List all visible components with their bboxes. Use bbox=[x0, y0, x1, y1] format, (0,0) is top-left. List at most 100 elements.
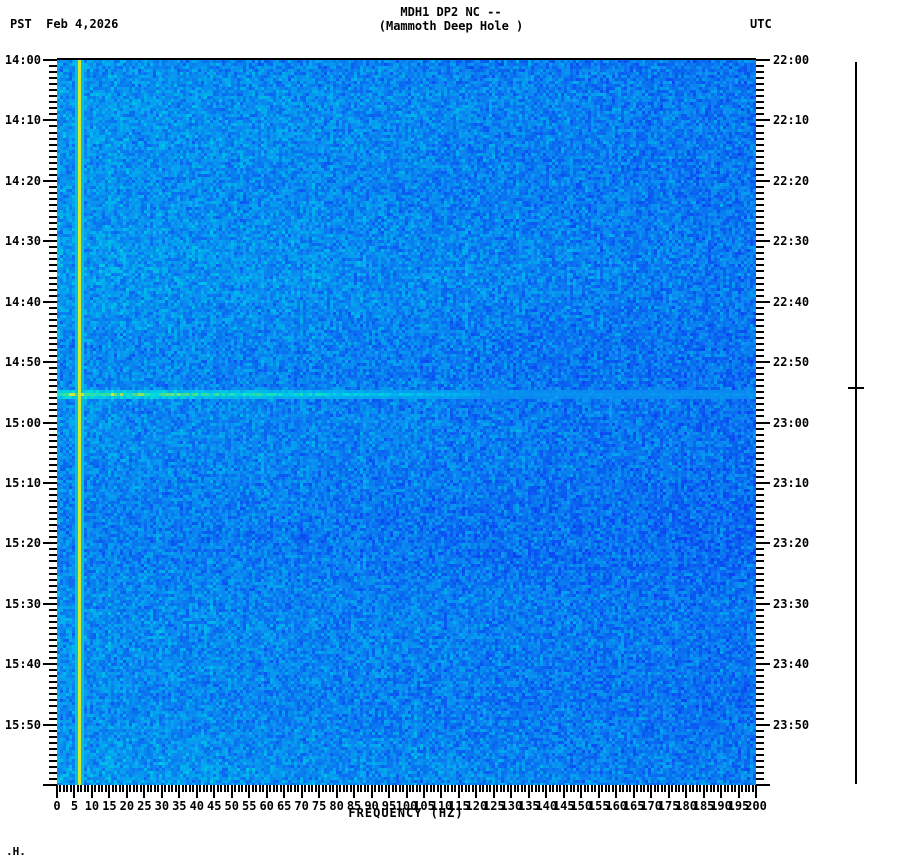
freq-tick-minor bbox=[639, 785, 642, 792]
time-tick-minor-left bbox=[49, 131, 57, 134]
freq-tick-minor bbox=[223, 785, 226, 792]
freq-tick-minor bbox=[62, 785, 65, 792]
freq-tick-minor bbox=[199, 785, 202, 792]
time-tick-minor-right bbox=[756, 675, 764, 678]
time-tick-minor-left bbox=[49, 433, 57, 436]
time-label-pst: 15:00 bbox=[4, 415, 41, 430]
time-tick-minor-right bbox=[756, 355, 764, 358]
freq-tick-major bbox=[702, 785, 705, 798]
freq-tick-minor bbox=[321, 785, 324, 792]
freq-tick-minor bbox=[104, 785, 107, 792]
time-tick-major-left bbox=[43, 784, 57, 786]
time-tick-minor-right bbox=[756, 391, 764, 394]
freq-tick-minor bbox=[433, 785, 436, 792]
freq-tick-minor bbox=[164, 785, 167, 792]
freq-tick-major bbox=[125, 785, 128, 798]
freq-tick-minor bbox=[342, 785, 345, 792]
time-tick-minor-left bbox=[49, 632, 57, 635]
time-label-pst: 14:20 bbox=[4, 173, 41, 188]
freq-tick-major bbox=[335, 785, 338, 798]
freq-tick-minor bbox=[541, 785, 544, 792]
amplitude-scale-tick bbox=[848, 387, 864, 389]
time-tick-minor-right bbox=[756, 518, 764, 521]
freq-tick-minor bbox=[713, 785, 716, 792]
time-tick-minor-right bbox=[756, 65, 764, 68]
time-tick-minor-right bbox=[756, 228, 764, 231]
time-tick-minor-left bbox=[49, 107, 57, 110]
spectrogram-image[interactable] bbox=[57, 60, 756, 785]
freq-label: 0 bbox=[53, 799, 61, 813]
freq-tick-minor bbox=[69, 785, 72, 792]
freq-tick-minor bbox=[258, 785, 261, 792]
freq-tick-minor bbox=[611, 785, 614, 792]
time-tick-major-left bbox=[43, 59, 57, 61]
freq-tick-major bbox=[353, 785, 356, 798]
time-tick-major-right bbox=[756, 361, 770, 364]
freq-tick-minor bbox=[76, 785, 79, 792]
freq-tick-minor bbox=[496, 785, 499, 792]
time-tick-minor-left bbox=[49, 729, 57, 732]
time-tick-major-right bbox=[756, 663, 770, 666]
freq-tick-minor bbox=[692, 785, 695, 792]
freq-tick-minor bbox=[464, 785, 467, 792]
time-tick-minor-left bbox=[49, 777, 57, 780]
freq-tick-major bbox=[178, 785, 181, 798]
time-tick-minor-right bbox=[756, 95, 764, 98]
freq-tick-minor bbox=[594, 785, 597, 792]
time-tick-minor-left bbox=[49, 355, 57, 358]
time-tick-minor-right bbox=[756, 427, 764, 430]
time-tick-minor-left bbox=[49, 530, 57, 533]
freq-tick-minor bbox=[157, 785, 160, 792]
time-tick-major-left bbox=[43, 240, 57, 243]
time-label-pst: 14:00 bbox=[4, 53, 41, 67]
freq-tick-minor bbox=[604, 785, 607, 792]
freq-tick-minor bbox=[524, 785, 527, 792]
time-tick-minor-right bbox=[756, 101, 764, 104]
time-tick-minor-right bbox=[756, 252, 764, 255]
freq-tick-minor bbox=[325, 785, 328, 792]
freq-tick-major bbox=[230, 785, 233, 798]
time-tick-minor-right bbox=[756, 143, 764, 146]
spectrogram-plot[interactable] bbox=[57, 60, 756, 785]
freq-tick-major bbox=[195, 785, 198, 798]
spectrogram-canvas[interactable] bbox=[57, 60, 756, 785]
freq-label: 60 bbox=[259, 799, 274, 813]
freq-label: 120 bbox=[465, 799, 488, 813]
time-tick-minor-left bbox=[49, 475, 57, 478]
time-tick-minor-right bbox=[756, 457, 764, 460]
freq-label: 55 bbox=[241, 799, 257, 813]
freq-label: 185 bbox=[692, 799, 715, 813]
freq-tick-minor bbox=[531, 785, 534, 792]
freq-tick-minor bbox=[290, 785, 293, 792]
time-tick-minor-right bbox=[756, 554, 764, 557]
freq-tick-minor bbox=[304, 785, 307, 792]
freq-label: 145 bbox=[552, 799, 575, 813]
freq-tick-minor bbox=[59, 785, 62, 792]
freq-tick-minor bbox=[381, 785, 384, 792]
freq-tick-minor bbox=[608, 785, 611, 792]
time-tick-minor-left bbox=[49, 639, 57, 641]
freq-tick-major bbox=[615, 785, 618, 798]
freq-label: 155 bbox=[587, 799, 610, 813]
freq-label: 25 bbox=[137, 799, 152, 813]
time-label-pst: 15:10 bbox=[4, 475, 41, 490]
time-tick-minor-right bbox=[756, 741, 764, 744]
time-tick-minor-right bbox=[756, 282, 764, 285]
time-tick-minor-right bbox=[756, 560, 764, 563]
freq-tick-minor bbox=[506, 785, 509, 792]
freq-tick-minor bbox=[660, 785, 663, 792]
freq-tick-major bbox=[388, 785, 391, 798]
time-label-utc: 22:20 bbox=[773, 173, 810, 188]
freq-tick-major bbox=[283, 785, 286, 798]
time-label-utc: 23:10 bbox=[773, 475, 810, 490]
time-tick-major-right bbox=[756, 723, 770, 726]
time-tick-minor-right bbox=[756, 614, 764, 617]
freq-tick-minor bbox=[678, 785, 681, 792]
time-tick-minor-right bbox=[756, 717, 764, 720]
time-tick-major-left bbox=[43, 421, 57, 424]
time-label-utc: 22:10 bbox=[773, 113, 810, 128]
time-tick-minor-left bbox=[49, 771, 57, 774]
time-tick-minor-right bbox=[756, 705, 764, 708]
time-tick-minor-left bbox=[49, 596, 57, 599]
time-tick-minor-right bbox=[756, 494, 764, 496]
